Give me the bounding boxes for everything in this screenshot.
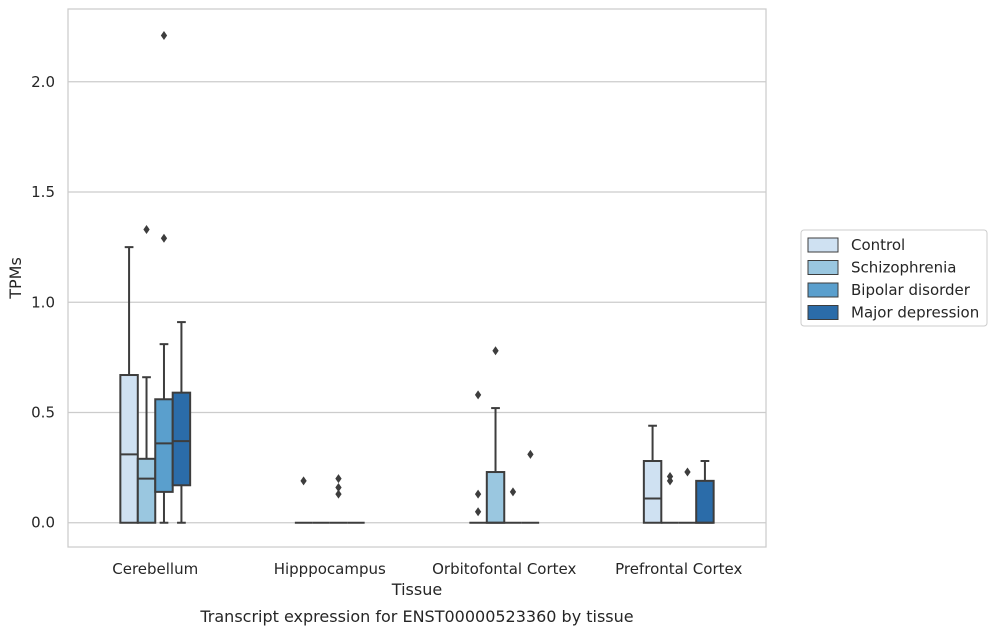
x-tick-label: Prefrontal Cortex (615, 560, 742, 578)
box-group (521, 449, 540, 524)
box-group (695, 460, 715, 524)
y-axis-title: TPMs (6, 257, 25, 300)
box-group (642, 424, 663, 524)
y-tick-label: 1.0 (31, 293, 55, 311)
outlier-point (160, 30, 168, 40)
x-axis-ticks: Cerebellum Hipppocampus Orbitofontal Corte… (112, 560, 742, 578)
outlier-point (666, 476, 674, 486)
legend-swatch (807, 305, 839, 320)
box (642, 460, 663, 524)
box-group (469, 390, 487, 524)
outlier-point (335, 474, 342, 484)
legend-label: Bipolar disorder (851, 281, 971, 299)
outlier-point (474, 507, 482, 517)
outlier-point (160, 233, 168, 243)
x-tick-label: Hipppocampus (274, 560, 386, 578)
legend-label: Control (851, 236, 905, 254)
outlier-point (474, 489, 482, 499)
box-group (294, 476, 313, 524)
box-group (136, 224, 157, 524)
box-group (485, 346, 506, 524)
box (171, 391, 192, 487)
box (485, 471, 506, 524)
box (695, 479, 715, 524)
y-tick-label: 0.0 (31, 514, 55, 532)
outlier-point (509, 487, 517, 497)
legend-frame (800, 229, 988, 327)
y-tick-label: 2.0 (31, 73, 55, 91)
box-group (661, 471, 679, 524)
legend-swatch (807, 237, 839, 253)
legend-swatch (807, 260, 839, 275)
box-group (119, 246, 139, 524)
plot-area-frame (67, 8, 767, 548)
legend: Control Schizophrenia Bipolar disorder Majo… (800, 229, 988, 327)
box-group (171, 321, 192, 524)
y-tick-label: 0.5 (31, 404, 55, 422)
outlier-point (335, 489, 342, 499)
box (136, 457, 157, 524)
box-group (678, 467, 697, 524)
outlier-point (684, 467, 691, 477)
x-axis-title: Tissue (391, 580, 442, 599)
outlier-point (335, 482, 342, 492)
x-tick-label: Cerebellum (112, 560, 198, 578)
box (119, 374, 139, 524)
outlier-point (474, 390, 482, 400)
chart-caption: Transcript expression for ENST0000052336… (199, 607, 633, 626)
x-tick-label: Orbitofontal Cortex (432, 560, 576, 578)
boxes-layer (119, 30, 715, 524)
legend-swatch (807, 282, 839, 298)
box-group (329, 474, 348, 524)
legend-label: Major depression (851, 304, 979, 322)
outlier-point (527, 449, 534, 459)
y-tick-label: 1.5 (31, 183, 55, 201)
box (154, 398, 174, 493)
legend-label: Schizophrenia (851, 259, 956, 277)
outlier-point (492, 346, 499, 356)
outlier-point (143, 224, 150, 234)
outlier-point (300, 476, 307, 486)
box-group (504, 487, 522, 524)
y-axis-ticks: 0.0 0.5 1.0 1.5 2.0 (31, 73, 55, 532)
